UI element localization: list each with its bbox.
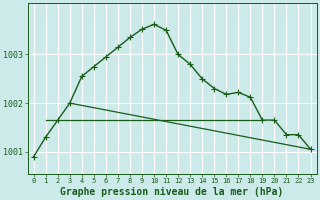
X-axis label: Graphe pression niveau de la mer (hPa): Graphe pression niveau de la mer (hPa): [60, 186, 284, 197]
